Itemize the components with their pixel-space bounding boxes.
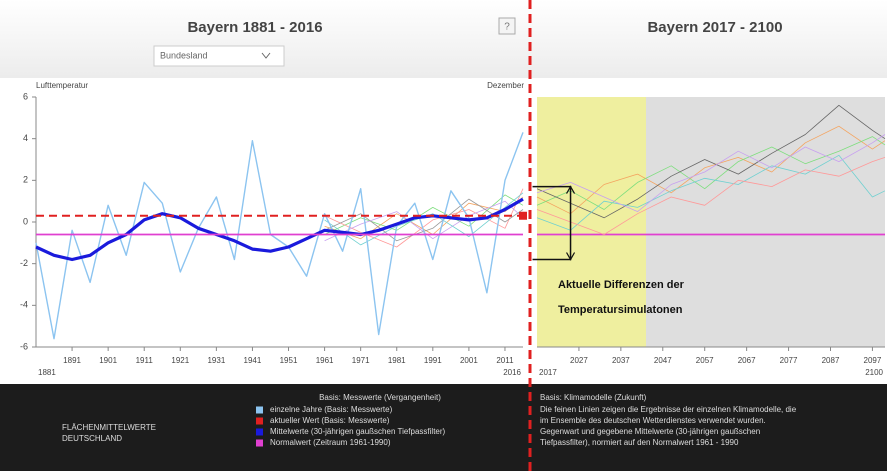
y-tick-label: -4 [20,300,28,310]
x-tick-label: 1981 [388,356,406,365]
y-tick-label: 6 [23,91,28,101]
right-title: Bayern 2017 - 2100 [647,19,782,36]
x-tick-label: 2087 [822,356,840,365]
legend-label: einzelne Jahre (Basis: Messwerte) [270,405,393,414]
legend-swatch [256,428,263,436]
band [537,97,647,347]
left-title: Bayern 1881 - 2016 [187,19,322,36]
x-tick-label: 1891 [63,356,81,365]
y-tick-label: -2 [20,258,28,268]
model-line [324,198,524,242]
legend-right-line: Die feinen Linien zeigen die Ergebnisse … [540,405,797,414]
legend-panel [0,384,887,471]
series-line [35,132,524,340]
y-tick-label: 0 [23,216,28,226]
x-limit-label: 1881 [38,368,56,377]
dropdown[interactable] [153,45,285,67]
band [646,97,885,347]
y-tick-label: 2 [23,175,28,185]
annotation: Aktuelle Differenzen der [558,279,685,291]
x-tick-label: 2011 [496,356,514,365]
x-limit-label: 2100 [865,368,883,377]
legend-label: aktueller Wert (Basis: Messwerte) [270,416,390,425]
model-line [324,200,524,242]
legend: einzelne Jahre (Basis: Messwerte) aktuell… [256,405,446,447]
x-tick-label: 2067 [738,356,756,365]
model-line [536,125,886,215]
x-tick-label: 1911 [136,356,154,365]
legend-right-title: Basis: Klimamodelle (Zukunft) [540,393,647,402]
header-background [0,0,887,78]
x-tick-label: 2001 [460,356,478,365]
x-tick-label: 1951 [280,356,298,365]
help-label: ? [504,22,510,33]
month-label: Dezember [487,81,524,90]
annotation: Temperatursimulatonen [558,304,683,316]
plots: -6 -4 -2 0 2 4 6 1891 1901 1911 1921 1931 1941 1951 19… [20,91,886,377]
legend-right-line: Gegenwart und gegebene Mittelwerte (30-j… [540,427,760,436]
legend-left-title: Basis: Messwerte (Vergangenheit) [319,393,441,402]
x-tick-label: 2047 [654,356,672,365]
x-tick-label: 1901 [99,356,117,365]
model-line [536,157,886,235]
model-line [324,188,524,248]
series-line [35,197,524,262]
x-limit-label: 2016 [503,368,521,377]
model-line [324,192,524,246]
x-tick-label: 2037 [612,356,630,365]
model-line [536,104,886,219]
x-tick-label: 2097 [864,356,882,365]
region-label: DEUTSCHLAND [62,434,122,443]
legend-swatch [256,406,263,414]
x-tick-label: 1931 [207,356,225,365]
current-point [519,211,527,220]
x-tick-label: 1971 [352,356,370,365]
dropdown-arrow [261,52,271,59]
x-tick-label: 1961 [316,356,334,365]
dropdown-label: Bundesland [160,50,208,60]
model-line [324,194,524,235]
model-line [536,134,886,212]
difference-bracket [532,185,572,261]
x-tick-label: 2077 [780,356,798,365]
x-tick-label: 1941 [244,356,262,365]
y-tick-label: -6 [20,341,28,351]
legend-swatch [256,417,263,425]
model-line [536,154,886,231]
region-label: FLÄCHENMITTELWERTE [62,423,156,432]
legend-right-line: im Ensemble des deutschen Wetterdienstes… [540,416,766,425]
x-tick-label: 1991 [424,356,442,365]
y-axis-label: Lufttemperatur [36,81,88,90]
x-tick-label: 2027 [570,356,588,365]
help-button[interactable] [498,17,516,35]
x-tick-label: 1921 [171,356,189,365]
difference-arrows [566,185,576,261]
legend-label: Mittelwerte (30-jährigen gaußschen Tiefp… [270,427,446,436]
y-tick-label: 4 [23,133,28,143]
legend-label: Normalwert (Zeitraum 1961-1990) [270,438,391,447]
x-limit-label: 2017 [539,368,557,377]
legend-right-line: Tiefpassfilter), normiert auf den Normal… [540,438,739,447]
legend-swatch [256,439,263,447]
x-tick-label: 2057 [696,356,714,365]
